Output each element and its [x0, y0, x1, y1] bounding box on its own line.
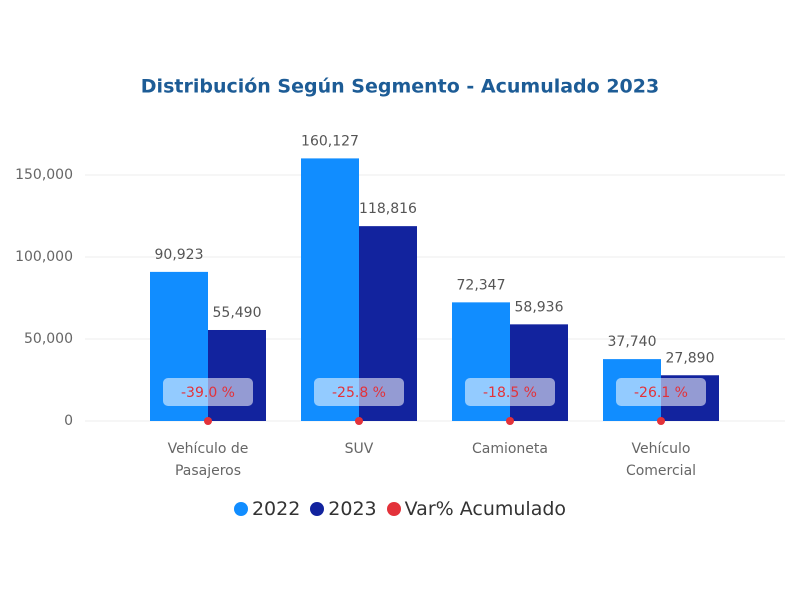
- var-label: -39.0 %: [181, 385, 235, 401]
- legend-label: Var% Acumulado: [404, 498, 567, 520]
- data-label: 72,347: [457, 277, 506, 293]
- data-label: 58,936: [515, 299, 564, 315]
- data-label: 27,890: [666, 350, 715, 366]
- legend-marker: [310, 502, 325, 516]
- legend-marker: [386, 502, 401, 516]
- var-label: -25.8 %: [332, 385, 386, 401]
- var-marker: [204, 417, 212, 425]
- x-tick-label: Vehículo Comercial: [625, 441, 697, 479]
- bar: [301, 158, 359, 421]
- data-label: 90,923: [155, 247, 204, 263]
- legend-marker: [233, 502, 248, 516]
- var-label-box: [616, 378, 706, 406]
- bar: [510, 324, 568, 421]
- var-label-box: [465, 378, 555, 406]
- data-label: 55,490: [213, 305, 262, 321]
- chart-title: Distribución Según Segmento - Acumulado …: [141, 76, 659, 98]
- y-tick-label: 50,000: [24, 331, 73, 347]
- x-tick-label: Vehículo de Pasajeros: [167, 441, 249, 479]
- legend: 2022 2023 Var% Acumulado: [0, 498, 800, 520]
- y-tick-label: 150,000: [15, 167, 73, 183]
- var-marker: [506, 417, 514, 425]
- var-label: -26.1 %: [634, 385, 688, 401]
- y-tick-label: 0: [64, 413, 73, 429]
- y-tick-label: 100,000: [15, 249, 73, 265]
- data-label: 118,816: [359, 201, 417, 217]
- var-label: -18.5 %: [483, 385, 537, 401]
- legend-label: 2022: [251, 498, 301, 520]
- var-label-box: [163, 378, 253, 406]
- legend-item: Var% Acumulado: [386, 498, 567, 520]
- legend-item: 2022: [233, 498, 301, 520]
- var-marker: [657, 417, 665, 425]
- legend-item: 2023: [310, 498, 377, 520]
- data-label: 37,740: [608, 334, 657, 350]
- var-marker: [355, 417, 363, 425]
- data-label: 160,127: [301, 133, 359, 149]
- var-label-box: [314, 378, 404, 406]
- x-tick-label: SUV: [344, 441, 374, 457]
- x-tick-label: Camioneta: [471, 441, 548, 457]
- legend-label: 2023: [328, 498, 377, 520]
- bar: [208, 329, 266, 421]
